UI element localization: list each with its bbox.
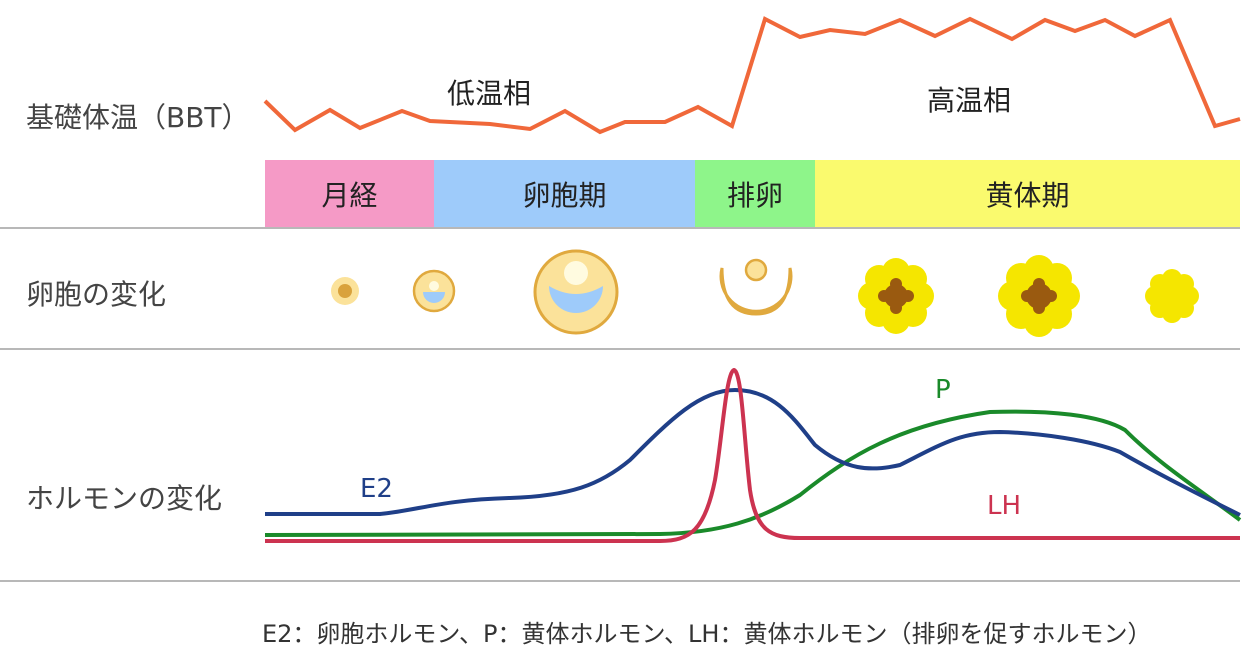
- cycle-phase-bar: 月経 卵胞期 排卵 黄体期: [265, 160, 1240, 227]
- follicle-stage-1-icon: [331, 277, 359, 305]
- divider-middle: [0, 348, 1240, 350]
- corpus-albicans-icon: [1145, 269, 1199, 323]
- hormone-legend: E2：卵胞ホルモン、P：黄体ホルモン、LH：黄体ホルモン（排卵を促すホルモン）: [262, 620, 1152, 648]
- divider-top: [0, 227, 1240, 229]
- low-temp-phase-label: 低温相: [447, 77, 532, 110]
- follicle-stage-3-icon: [533, 249, 619, 335]
- hormone-row-label: ホルモンの変化: [26, 482, 223, 515]
- divider-bottom: [0, 580, 1240, 582]
- phase-follicular: 卵胞期: [434, 160, 695, 227]
- corpus-luteum-2-icon: [998, 255, 1080, 337]
- ovulated-follicle-icon: [719, 258, 793, 316]
- follicle-stage-2-icon: [412, 269, 456, 313]
- e2-label: E2: [360, 474, 393, 504]
- corpus-luteum-1-icon: [858, 258, 934, 334]
- high-temp-phase-label: 高温相: [927, 84, 1012, 117]
- lh-label: LH: [987, 491, 1021, 521]
- p-label: P: [935, 375, 951, 405]
- phase-luteal: 黄体期: [815, 160, 1240, 227]
- phase-menstruation: 月経: [265, 160, 434, 227]
- bbt-curve: [263, 16, 1241, 135]
- bbt-row-label: 基礎体温（BBT）: [26, 101, 250, 134]
- e2-hormone-curve: [265, 387, 1241, 517]
- p-hormone-curve: [264, 409, 1242, 537]
- phase-ovulation: 排卵: [695, 160, 815, 227]
- follicle-row-label: 卵胞の変化: [26, 278, 167, 311]
- lh-hormone-curve: [265, 367, 1240, 543]
